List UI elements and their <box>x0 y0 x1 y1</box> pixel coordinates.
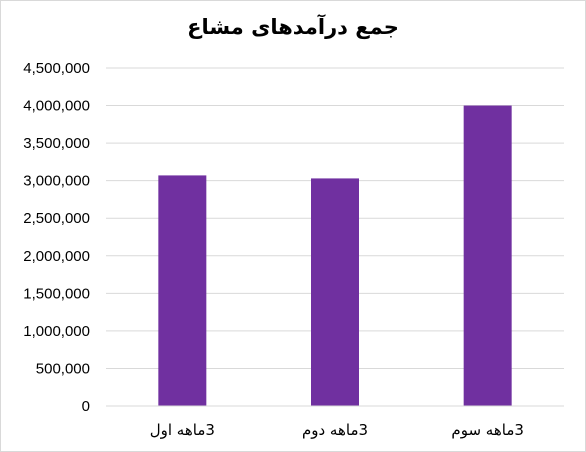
y-tick-label: 2,000,000 <box>23 248 90 265</box>
chart-title: جمع درآمدهای مشاع <box>187 15 399 39</box>
bars <box>158 105 512 407</box>
bar <box>463 105 512 407</box>
y-tick-label: 2,500,000 <box>23 210 90 227</box>
y-tick-label: 1,500,000 <box>23 285 90 302</box>
y-tick-label: 3,000,000 <box>23 173 90 190</box>
y-tick-label: 4,000,000 <box>23 98 90 115</box>
y-tick-label: 1,000,000 <box>23 323 90 340</box>
bar <box>311 178 359 406</box>
x-category-label: 3ماهه اول <box>150 421 215 439</box>
y-tick-label: 4,500,000 <box>23 60 90 77</box>
x-category-label: 3ماهه دوم <box>302 421 368 439</box>
bar <box>158 175 207 406</box>
y-tick-label: 0 <box>82 398 90 415</box>
y-tick-labels: 0 500,000 1,000,000 1,500,000 2,000,000 2,500… <box>23 60 90 415</box>
y-tick-label: 3,500,000 <box>23 135 90 152</box>
x-category-labels: 3ماهه اول 3ماهه دوم 3ماهه سوم <box>150 421 524 439</box>
y-tick-label: 500,000 <box>36 360 90 377</box>
x-category-label: 3ماهه سوم <box>451 421 523 439</box>
